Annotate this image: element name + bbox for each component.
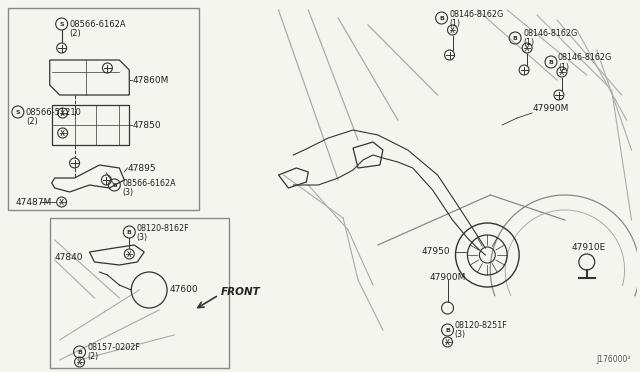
Text: B: B xyxy=(127,230,132,234)
Text: 47900M: 47900M xyxy=(429,273,466,282)
Text: B: B xyxy=(513,35,518,41)
Bar xyxy=(50,218,228,368)
Text: 47600: 47600 xyxy=(169,285,198,295)
Text: 47487M: 47487M xyxy=(16,198,52,206)
Text: (1): (1) xyxy=(523,38,534,46)
Text: (3): (3) xyxy=(136,232,147,241)
Text: 08566-6162A: 08566-6162A xyxy=(70,19,126,29)
Text: 47910E: 47910E xyxy=(572,244,606,253)
Text: B: B xyxy=(548,60,554,64)
Text: 08157-0202F: 08157-0202F xyxy=(88,343,140,353)
Text: B: B xyxy=(445,327,450,333)
Text: 08146-8162G: 08146-8162G xyxy=(449,10,504,19)
Text: (3): (3) xyxy=(454,330,466,340)
Text: FRONT: FRONT xyxy=(221,287,260,297)
Text: (1): (1) xyxy=(449,19,461,28)
Text: (2): (2) xyxy=(26,116,38,125)
Text: 08146-8162G: 08146-8162G xyxy=(558,52,612,61)
Text: 08146-8162G: 08146-8162G xyxy=(523,29,577,38)
Text: J176000²: J176000² xyxy=(596,356,631,365)
Text: B: B xyxy=(439,16,444,20)
Text: (2): (2) xyxy=(88,353,99,362)
Text: 08566-51210: 08566-51210 xyxy=(26,108,82,116)
Text: 47850: 47850 xyxy=(132,121,161,129)
Text: (1): (1) xyxy=(558,62,569,71)
Text: S: S xyxy=(15,109,20,115)
Bar xyxy=(8,8,199,210)
Text: 47860M: 47860M xyxy=(132,76,169,84)
Text: B: B xyxy=(77,350,82,355)
Text: 47840: 47840 xyxy=(54,253,83,263)
Text: 08566-6162A: 08566-6162A xyxy=(122,179,176,187)
Text: 08120-8251F: 08120-8251F xyxy=(454,321,508,330)
Text: 47895: 47895 xyxy=(127,164,156,173)
Text: (3): (3) xyxy=(122,187,134,196)
Text: S: S xyxy=(60,22,64,26)
Text: 47950: 47950 xyxy=(422,247,451,257)
Text: S: S xyxy=(112,183,116,187)
Text: (2): (2) xyxy=(70,29,81,38)
Text: 47990M: 47990M xyxy=(532,103,568,112)
Text: 08120-8162F: 08120-8162F xyxy=(136,224,189,232)
